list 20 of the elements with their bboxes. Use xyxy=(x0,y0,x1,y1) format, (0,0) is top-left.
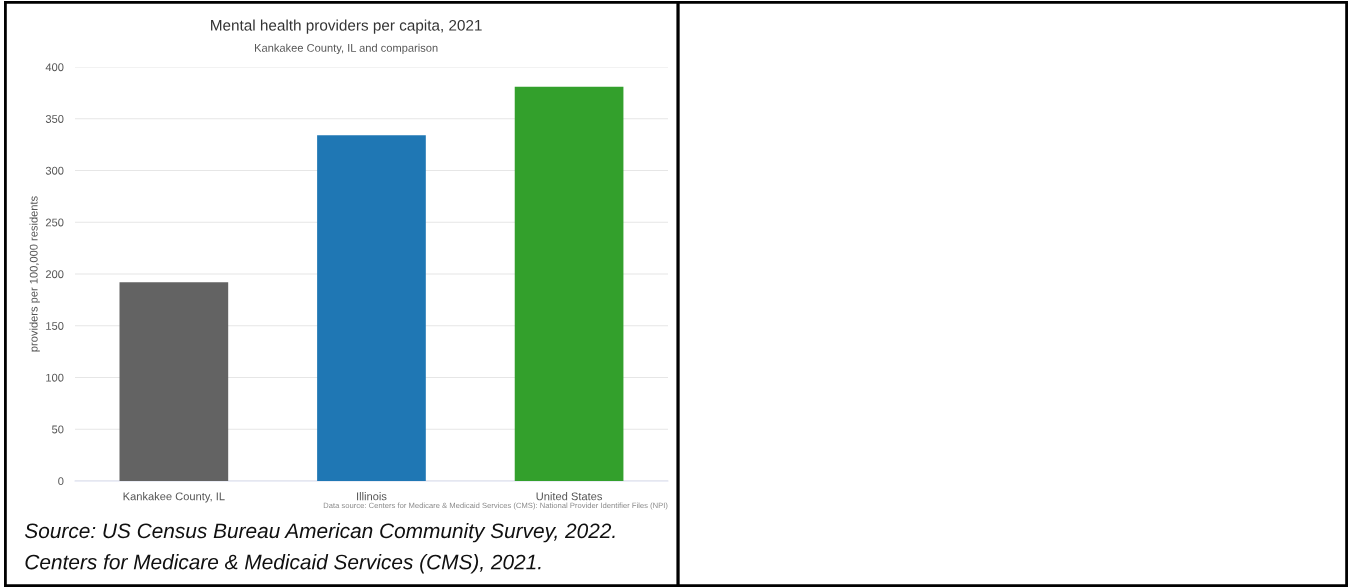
x-tick-label: Kankakee County, IL xyxy=(123,492,225,503)
y-tick-label: 150 xyxy=(46,322,64,330)
chart-subtitle: Kankakee County, IL and comparison xyxy=(255,43,438,55)
y-tick-label: 50 xyxy=(52,425,64,434)
y-axis-title: providers per 100,000 residents xyxy=(29,196,40,352)
x-tick-label: Illinois xyxy=(357,492,387,501)
x-tick-label: United States xyxy=(536,492,603,501)
bar xyxy=(514,86,624,481)
y-tick-label: 250 xyxy=(45,218,64,227)
source-note: Source: US Census Bureau American Community Survey, 2022. xyxy=(24,522,615,543)
chart-title: Mental health providers per capita, 2021 xyxy=(211,19,482,34)
bar xyxy=(119,282,229,481)
bar xyxy=(317,135,426,481)
y-tick-label: 350 xyxy=(45,115,64,123)
text: Centers for Medicare & Medicaid Services (CMS), 2021. xyxy=(25,554,541,574)
y-tick-label: 400 xyxy=(45,63,64,72)
y-tick-label: 0 xyxy=(58,477,64,486)
y-tick-label: 100 xyxy=(46,373,64,382)
y-tick-label: 200 xyxy=(45,270,64,279)
y-tick-label: 300 xyxy=(45,166,64,175)
